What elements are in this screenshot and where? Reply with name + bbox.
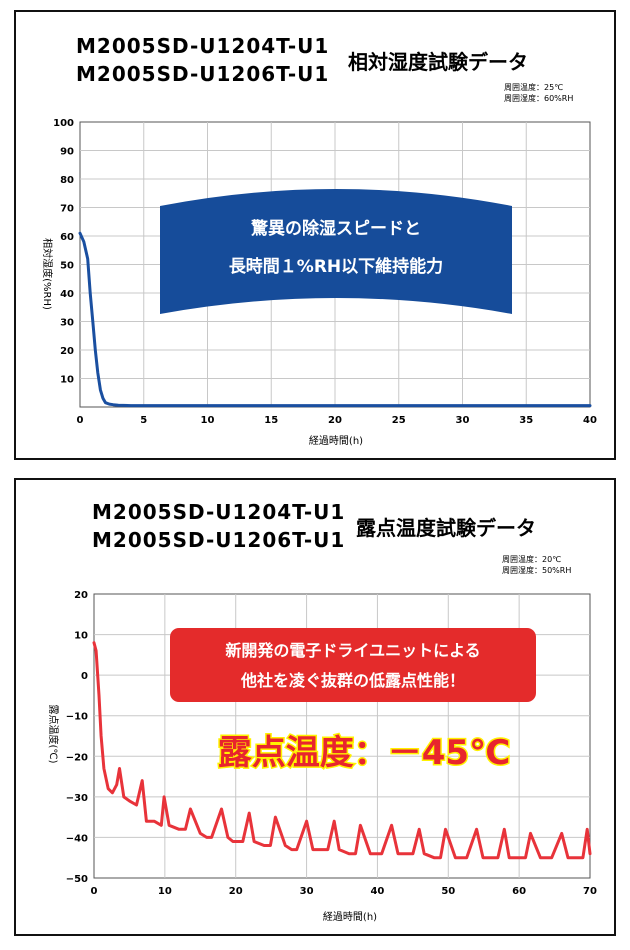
banner-line-1: 新開発の電子ドライユニットによる: [225, 641, 480, 660]
model-name-2: M2005SD-U1206T-U1: [92, 528, 346, 552]
y-tick-label: 10: [60, 375, 74, 386]
humidity-plot: 驚異の除湿スピードと 長時間１%RH以下維持能力 0 5 10 15 20 25 30 35 4…: [41, 118, 597, 447]
y-tick-label: 60: [60, 232, 74, 243]
y-tick-label: 50: [60, 261, 74, 272]
humidity-chart-panel: M2005SD-U1204T-U1 M2005SD-U1206T-U1 相対湿度…: [14, 10, 616, 460]
x-tick-label: 30: [456, 415, 470, 426]
speed-banner: [160, 189, 512, 314]
condition-humidity: 周囲湿度：60%RH: [504, 94, 574, 103]
y-tick-label: −50: [66, 874, 88, 885]
dewpoint-chart-panel: M2005SD-U1204T-U1 M2005SD-U1206T-U1 露点温度…: [14, 478, 616, 936]
x-tick-label: 5: [140, 415, 147, 426]
series-line: [92, 641, 592, 860]
chart-title: 露点温度試験データ: [356, 516, 536, 540]
x-tick-label: 10: [158, 886, 172, 897]
x-tick-label: 20: [229, 886, 243, 897]
x-tick-label: 25: [392, 415, 406, 426]
y-axis-label: 相対湿度(%RH): [41, 238, 54, 310]
banner-line-2: 長時間１%RH以下維持能力: [229, 256, 443, 277]
x-tick-label: 20: [328, 415, 342, 426]
y-tick-label: 90: [60, 147, 74, 158]
y-tick-label: −10: [66, 712, 88, 723]
y-tick-label: −20: [66, 752, 88, 763]
model-name-2: M2005SD-U1206T-U1: [76, 62, 330, 86]
condition-temperature: 周囲温度：25℃: [504, 83, 564, 92]
y-tick-label: 40: [60, 289, 74, 300]
banner-line-2: 他社を凌ぐ抜群の低露点性能！: [240, 671, 465, 690]
dewpoint-highlight: 露点温度：－45℃: [218, 733, 511, 773]
y-tick-label: 80: [60, 175, 74, 186]
y-tick-label: 100: [53, 118, 74, 129]
y-tick-label: 20: [74, 590, 88, 601]
y-tick-label: 20: [60, 346, 74, 357]
condition-humidity: 周囲湿度：50%RH: [502, 566, 572, 575]
x-tick-label: 40: [370, 886, 384, 897]
y-tick-label: 0: [81, 671, 88, 682]
series-line: [78, 231, 592, 408]
x-tick-label: 70: [583, 886, 597, 897]
x-tick-label: 50: [441, 886, 455, 897]
y-tick-label: −40: [66, 833, 88, 844]
x-tick-label: 60: [512, 886, 526, 897]
y-tick-label: 70: [60, 204, 74, 215]
x-tick-label: 35: [519, 415, 533, 426]
x-axis-label: 経過時間(h): [323, 910, 377, 923]
banner-line-1: 驚異の除湿スピードと: [251, 218, 421, 239]
dewpoint-plot: 新開発の電子ドライユニットによる 他社を凌ぐ抜群の低露点性能！ 露点温度：－45…: [47, 590, 597, 923]
y-axis-label: 露点温度(℃): [47, 704, 60, 763]
x-tick-label: 0: [77, 415, 84, 426]
condition-temperature: 周囲温度：20℃: [502, 555, 562, 564]
performance-banner: [170, 628, 536, 702]
x-tick-label: 10: [201, 415, 215, 426]
x-tick-label: 40: [583, 415, 597, 426]
chart-title: 相対湿度試験データ: [348, 50, 528, 74]
x-tick-label: 15: [264, 415, 278, 426]
model-name-1: M2005SD-U1204T-U1: [92, 500, 346, 524]
x-tick-label: 30: [300, 886, 314, 897]
model-name-1: M2005SD-U1204T-U1: [76, 34, 330, 58]
y-tick-label: 30: [60, 318, 74, 329]
y-tick-label: 10: [74, 631, 88, 642]
y-tick-label: −30: [66, 793, 88, 804]
x-tick-label: 0: [91, 886, 98, 897]
x-axis-label: 経過時間(h): [309, 434, 363, 447]
